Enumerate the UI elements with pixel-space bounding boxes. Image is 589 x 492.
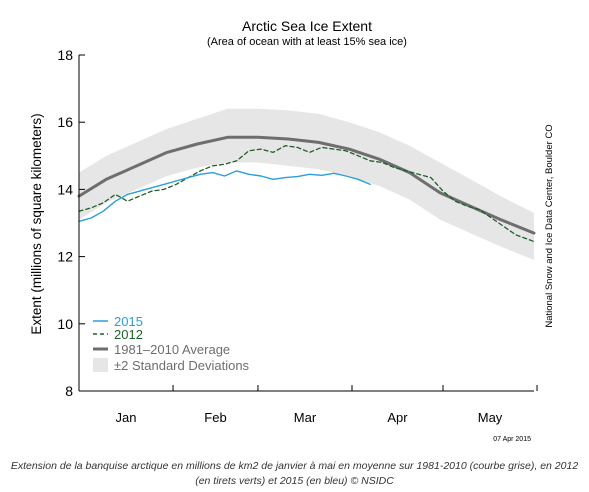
- x-tick-label: May: [478, 410, 503, 425]
- chart-canvas: Arctic Sea Ice Extent (Area of ocean wit…: [29, 18, 555, 443]
- date-stamp: 07 Apr 2015: [493, 436, 531, 443]
- legend-swatch-std: [93, 358, 108, 372]
- chart-title: Arctic Sea Ice Extent: [242, 18, 372, 34]
- y-tick-label: 10: [57, 316, 73, 332]
- legend-label-2012: 2012: [114, 327, 143, 342]
- y-tick-label: 14: [57, 181, 73, 197]
- series-average-line: [77, 135, 536, 235]
- y-axis-label: Extent (millions of square kilometers): [29, 113, 44, 334]
- y-tick-label: 18: [57, 47, 73, 63]
- x-tick-label: Mar: [294, 410, 317, 425]
- x-tick-label: Apr: [387, 410, 408, 425]
- x-tick-label: Jan: [116, 410, 137, 425]
- legend: 2015 2012 1981–2010 Average ±2 Standard …: [93, 314, 250, 373]
- figure-caption: Extension de la banquise arctique en mil…: [10, 460, 579, 487]
- y-tick-label: 16: [57, 114, 73, 130]
- series-2015-line: [78, 170, 371, 222]
- x-tick-label: Feb: [204, 410, 226, 425]
- chart-subtitle: (Area of ocean with at least 15% sea ice…: [207, 36, 407, 48]
- legend-label-2015: 2015: [114, 314, 143, 329]
- credit-text: National Snow and Ice Data Center, Bould…: [544, 124, 555, 327]
- y-tick-label: 12: [57, 249, 73, 265]
- y-tick-label: 8: [65, 383, 73, 399]
- plot-area: 8 10 12 14 16 18 Jan Feb Mar Apr May: [57, 47, 538, 425]
- legend-label-average: 1981–2010 Average: [114, 342, 230, 357]
- series-2012-line: [78, 145, 535, 243]
- legend-label-std: ±2 Standard Deviations: [114, 358, 250, 373]
- std-deviation-band: [79, 108, 534, 260]
